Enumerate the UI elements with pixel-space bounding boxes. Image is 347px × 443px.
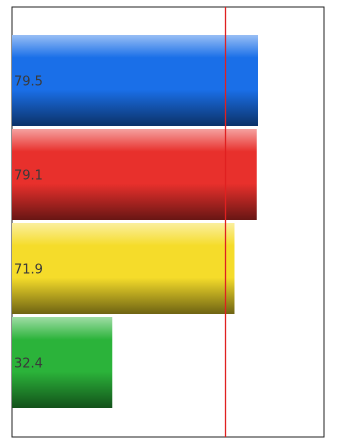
bar-value-label-4: 32.4: [14, 357, 43, 372]
bar-2: [12, 129, 257, 220]
value-labels-layer: 79.5 79.1 71.9 32.4: [14, 75, 43, 372]
bar-value-label-1: 79.5: [14, 75, 43, 90]
bar-4: [12, 317, 113, 408]
bar-3: [12, 223, 235, 314]
bars-layer: [12, 35, 258, 408]
bar-value-label-3: 71.9: [14, 263, 43, 278]
bar-value-label-2: 79.1: [14, 169, 43, 184]
bar-1: [12, 35, 258, 126]
